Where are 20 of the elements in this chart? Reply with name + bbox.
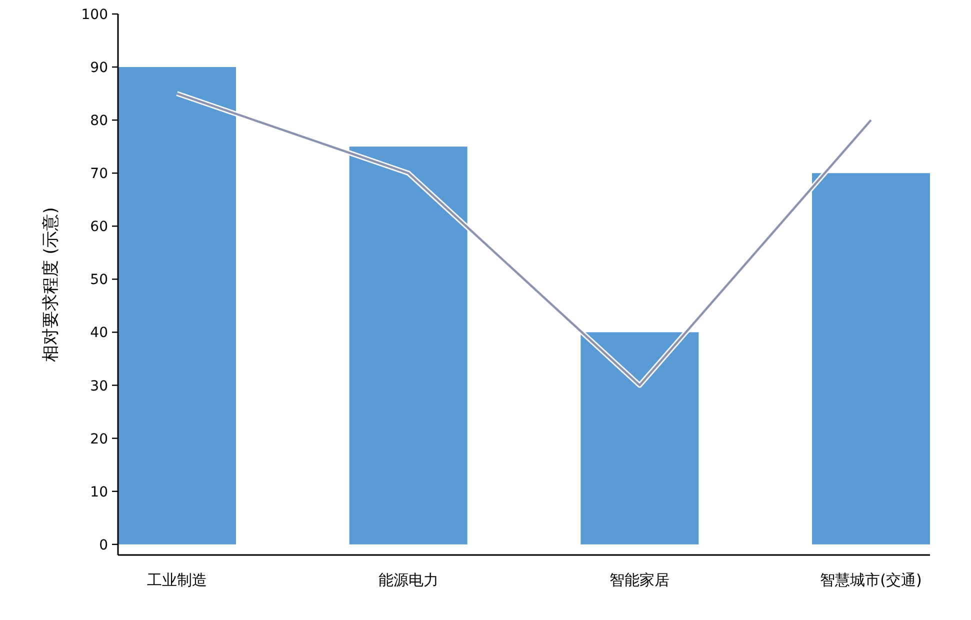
x-tick-label: 能源电力 <box>378 571 438 589</box>
y-tick-label: 20 <box>90 431 108 448</box>
y-tick-label: 40 <box>90 325 108 342</box>
y-tick-label: 90 <box>90 60 108 76</box>
y-tick-label: 60 <box>90 219 108 236</box>
bar <box>812 173 930 544</box>
bar <box>349 146 468 544</box>
y-axis-title: 相对要求程度 (示意) <box>41 207 61 362</box>
y-tick-label: 10 <box>90 484 108 500</box>
y-tick-label: 30 <box>90 378 108 394</box>
y-tick-label: 0 <box>99 537 108 554</box>
y-tick-label: 50 <box>90 272 108 288</box>
bar <box>580 332 699 544</box>
y-tick-label: 70 <box>90 166 108 182</box>
x-tick-label: 智慧城市(交通) <box>820 571 922 589</box>
x-tick-label: 工业制造 <box>147 571 207 589</box>
y-tick-label: 80 <box>90 113 108 130</box>
x-tick-label: 智能家居 <box>610 571 670 589</box>
y-tick-label: 100 <box>81 7 108 23</box>
bar <box>118 67 236 544</box>
